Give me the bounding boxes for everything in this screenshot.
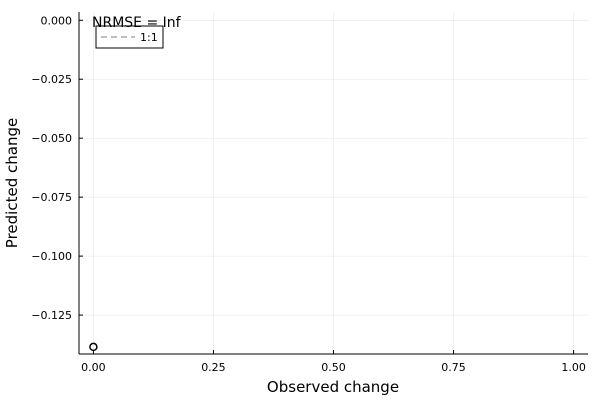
y-tick-label: −0.050 (31, 132, 72, 145)
y-tick-label: 0.000 (41, 14, 73, 27)
x-tick-label: 0.50 (321, 361, 346, 374)
annotation-text: NRMSE = Inf (92, 15, 182, 31)
y-tick-label: −0.125 (31, 309, 72, 322)
x-tick-label: 0.25 (201, 361, 226, 374)
y-tick-label: −0.100 (31, 250, 72, 263)
x-tick-label: 1.00 (561, 361, 586, 374)
legend-box (95, 25, 164, 49)
x-tick-label: 0.75 (441, 361, 466, 374)
data-marks (89, 342, 98, 352)
y-tick-label: −0.025 (31, 73, 72, 86)
x-tick-label: 0.00 (81, 361, 106, 374)
x-axis-label: Observed change (267, 378, 399, 396)
y-axis-label: Predicted change (3, 118, 21, 248)
grid (79, 12, 588, 354)
legend: 1:1 (95, 25, 164, 49)
data-point (89, 342, 98, 352)
y-tick-label: −0.075 (31, 191, 72, 204)
legend-label: 1:1 (140, 31, 158, 44)
ticks: 0.00 0.25 0.50 0.75 1.00 0.000 −0.025 −0.050 −0.… (31, 14, 586, 374)
